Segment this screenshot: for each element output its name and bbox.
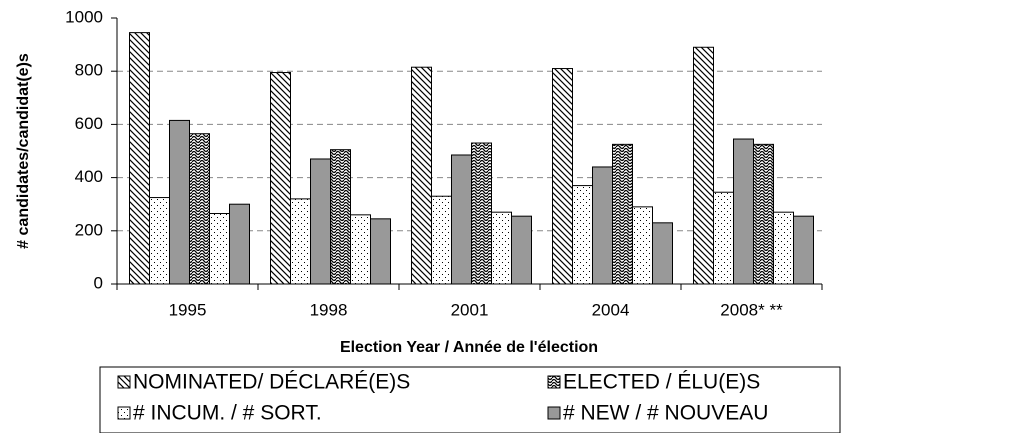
bar bbox=[491, 211, 512, 285]
x-tick-label: 1998 bbox=[310, 300, 348, 319]
y-axis-label: # candidates/candidat(e)s bbox=[15, 53, 32, 249]
x-tick-label: 2004 bbox=[592, 300, 630, 319]
legend-label: # INCUM. / # SORT. bbox=[133, 402, 322, 425]
y-tick-label: 200 bbox=[75, 220, 103, 239]
bar bbox=[773, 211, 794, 285]
bar bbox=[592, 166, 613, 285]
bar bbox=[572, 185, 593, 285]
bar bbox=[310, 158, 331, 285]
bar bbox=[652, 222, 673, 285]
y-tick-label: 800 bbox=[75, 61, 103, 80]
bar bbox=[793, 215, 814, 285]
bar bbox=[431, 195, 452, 285]
bar bbox=[632, 206, 653, 285]
bar bbox=[149, 197, 170, 285]
x-tick-label: 1995 bbox=[169, 300, 207, 319]
legend-box bbox=[99, 366, 841, 433]
bar bbox=[270, 72, 291, 285]
bar bbox=[612, 143, 633, 285]
bar bbox=[471, 142, 492, 285]
bar bbox=[693, 46, 714, 285]
x-tick-label: 2008* ** bbox=[720, 300, 783, 319]
bar bbox=[370, 218, 391, 285]
bar bbox=[330, 149, 351, 285]
bar bbox=[411, 66, 432, 285]
bar bbox=[229, 203, 250, 285]
legend-label: # NEW / # NOUVEAU bbox=[563, 402, 768, 425]
bar bbox=[209, 213, 230, 285]
bar bbox=[511, 215, 532, 285]
bar bbox=[290, 198, 311, 285]
bar bbox=[169, 119, 190, 285]
y-tick-label: 0 bbox=[94, 273, 103, 292]
bar bbox=[451, 154, 472, 285]
bar bbox=[713, 191, 734, 285]
legend-label: ELECTED / ÉLU(E)S bbox=[563, 371, 760, 394]
bar bbox=[189, 133, 210, 285]
legend-swatch bbox=[117, 406, 131, 420]
y-tick-label: 1000 bbox=[65, 7, 103, 26]
bar bbox=[552, 68, 573, 285]
legend-swatch bbox=[117, 375, 131, 389]
legend-label: NOMINATED/ DÉCLARÉ(E)S bbox=[133, 371, 410, 394]
x-axis-label: Election Year / Année de l'élection bbox=[340, 339, 598, 356]
legend-swatch bbox=[547, 375, 561, 389]
bar bbox=[350, 214, 371, 285]
bar bbox=[753, 143, 774, 285]
y-tick-label: 600 bbox=[75, 114, 103, 133]
x-tick-label: 2001 bbox=[451, 300, 489, 319]
legend-swatch bbox=[547, 406, 561, 420]
y-tick-label: 400 bbox=[75, 167, 103, 186]
bar bbox=[733, 138, 754, 285]
bar bbox=[129, 32, 150, 285]
